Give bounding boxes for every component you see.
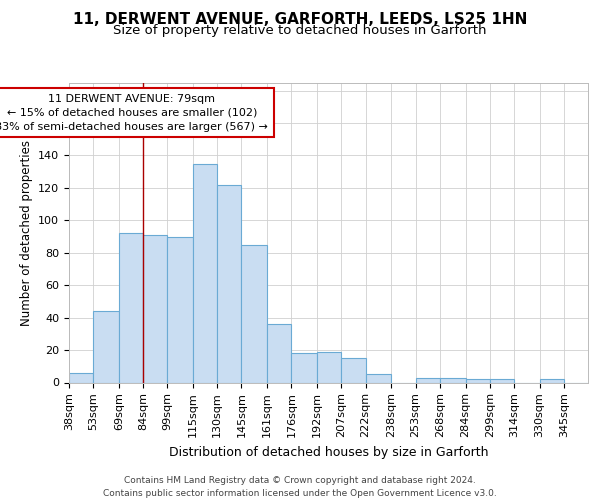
Bar <box>167 236 193 382</box>
Bar <box>119 234 143 382</box>
Bar <box>241 244 267 382</box>
Bar <box>490 380 514 382</box>
Text: Contains HM Land Registry data © Crown copyright and database right 2024.
Contai: Contains HM Land Registry data © Crown c… <box>103 476 497 498</box>
Bar <box>341 358 365 382</box>
Bar <box>193 164 217 382</box>
Text: Size of property relative to detached houses in Garforth: Size of property relative to detached ho… <box>113 24 487 37</box>
X-axis label: Distribution of detached houses by size in Garforth: Distribution of detached houses by size … <box>169 446 488 458</box>
Bar <box>217 184 241 382</box>
Bar <box>466 380 490 382</box>
Bar <box>93 311 119 382</box>
Bar <box>143 235 167 382</box>
Text: 11 DERWENT AVENUE: 79sqm
← 15% of detached houses are smaller (102)
83% of semi-: 11 DERWENT AVENUE: 79sqm ← 15% of detach… <box>0 94 268 132</box>
Bar <box>365 374 391 382</box>
Bar <box>69 373 93 382</box>
Text: 11, DERWENT AVENUE, GARFORTH, LEEDS, LS25 1HN: 11, DERWENT AVENUE, GARFORTH, LEEDS, LS2… <box>73 12 527 28</box>
Bar <box>539 380 564 382</box>
Bar <box>317 352 341 382</box>
Bar <box>267 324 292 382</box>
Y-axis label: Number of detached properties: Number of detached properties <box>20 140 32 326</box>
Bar <box>440 378 466 382</box>
Bar <box>416 378 440 382</box>
Bar <box>292 354 317 382</box>
